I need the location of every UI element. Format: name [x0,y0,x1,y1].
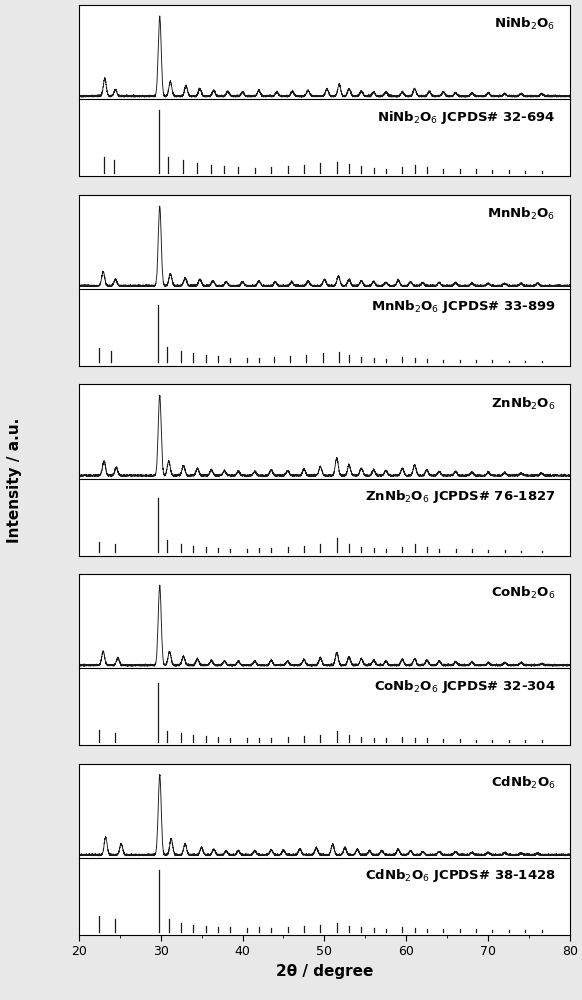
Text: MnNb$_2$O$_6$: MnNb$_2$O$_6$ [487,206,556,222]
Text: CoNb$_2$O$_6$: CoNb$_2$O$_6$ [491,585,556,601]
X-axis label: 2θ / degree: 2θ / degree [276,964,373,979]
Text: NiNb$_2$O$_6$ JCPDS# 32-694: NiNb$_2$O$_6$ JCPDS# 32-694 [377,109,556,126]
Text: MnNb$_2$O$_6$ JCPDS# 33-899: MnNb$_2$O$_6$ JCPDS# 33-899 [371,298,556,315]
Text: NiNb$_2$O$_6$: NiNb$_2$O$_6$ [494,16,556,32]
Text: CdNb$_2$O$_6$: CdNb$_2$O$_6$ [491,775,556,791]
Text: Intensity / a.u.: Intensity / a.u. [7,417,22,543]
Text: ZnNb$_2$O$_6$ JCPDS# 76-1827: ZnNb$_2$O$_6$ JCPDS# 76-1827 [365,488,556,505]
Text: CdNb$_2$O$_6$ JCPDS# 38-1428: CdNb$_2$O$_6$ JCPDS# 38-1428 [364,867,556,884]
Text: ZnNb$_2$O$_6$: ZnNb$_2$O$_6$ [491,396,556,412]
Text: CoNb$_2$O$_6$ JCPDS# 32-304: CoNb$_2$O$_6$ JCPDS# 32-304 [374,678,556,695]
